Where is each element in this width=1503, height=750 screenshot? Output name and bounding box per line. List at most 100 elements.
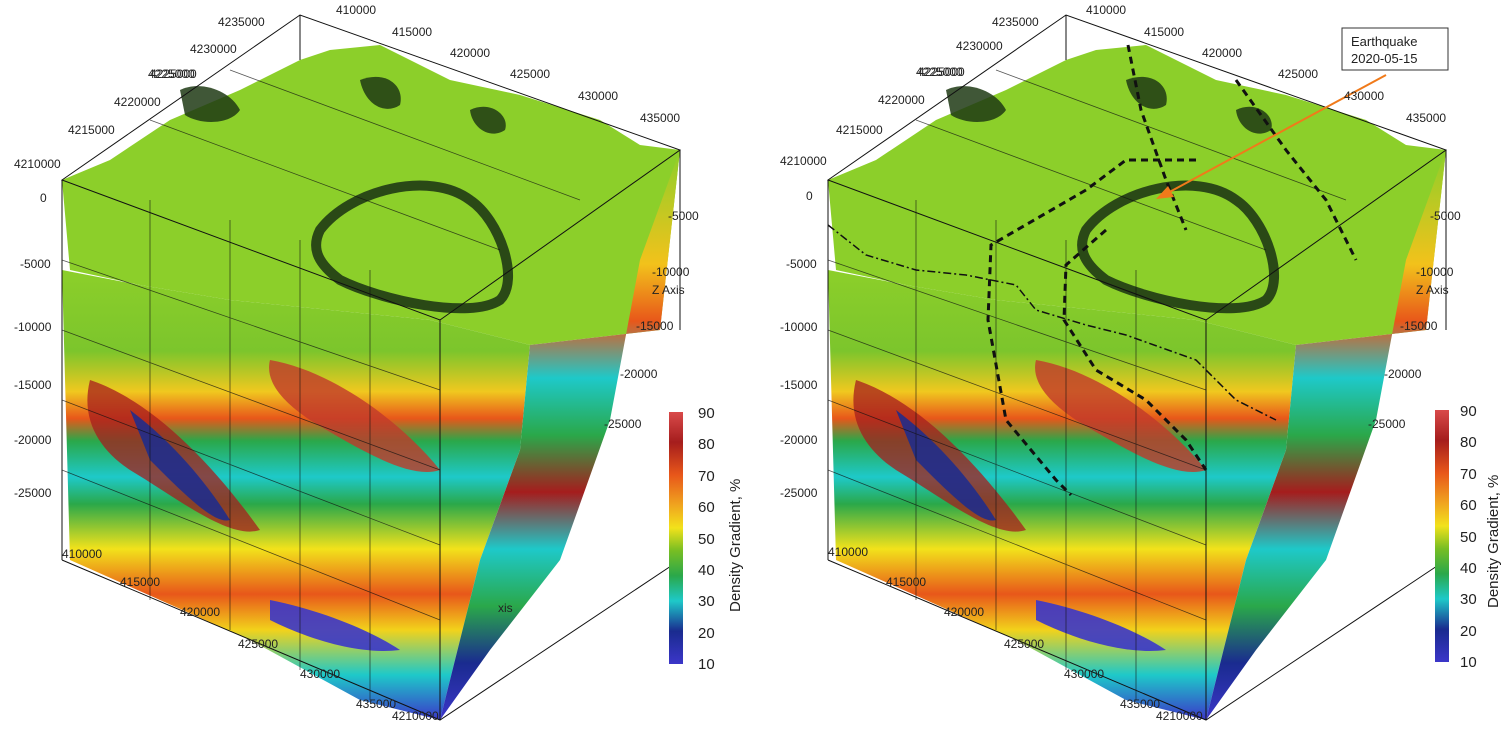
- anomaly-band: [1035, 360, 1206, 472]
- axis-labels: 4235000 4230000 4225000 4225000 4220000 …: [780, 3, 1461, 723]
- back-y-tick: 4225000: [918, 65, 965, 79]
- right-panel: Earthquake 2020-05-15 90 80 70 60 50 40 …: [780, 3, 1502, 723]
- bottom-x-tick: 435000: [1120, 697, 1160, 711]
- cb-tick: 10: [698, 656, 715, 673]
- axis-labels: 4235000 4230000 4225000 4225000 4220000 …: [14, 3, 699, 723]
- right-z-tick: -10000: [652, 265, 690, 279]
- back-y-tick: 4215000: [836, 123, 883, 137]
- x-axis-partial: xis: [498, 601, 513, 615]
- top-x-tick: 415000: [392, 25, 432, 39]
- back-y-tick: 4215000: [68, 123, 115, 137]
- anomaly-band: [130, 410, 230, 521]
- back-y-tick: 4230000: [956, 39, 1003, 53]
- annotation-box: [1341, 27, 1449, 71]
- cb-tick: 90: [1460, 403, 1477, 420]
- surface-rim: [470, 106, 506, 134]
- cb-tick: 80: [698, 436, 715, 453]
- back-y-tick: 4235000: [992, 15, 1039, 29]
- right-face: [440, 150, 680, 720]
- front-z-tick: 0: [806, 189, 813, 203]
- front-z-tick: -25000: [14, 486, 52, 500]
- bottom-x-tick: 420000: [944, 605, 984, 619]
- front-z-tick: -20000: [780, 433, 818, 447]
- right-z-tick: -25000: [604, 417, 642, 431]
- back-y-tick: 4220000: [878, 93, 925, 107]
- earthquake-annotation: Earthquake 2020-05-15: [1156, 27, 1449, 199]
- fault-line-dashed: [986, 158, 1196, 497]
- annotation-line2: 2020-05-15: [1351, 51, 1418, 66]
- anomaly-band: [896, 410, 996, 521]
- anomaly-band: [1036, 600, 1166, 651]
- back-y-tick: 4220000: [114, 95, 161, 109]
- bottom-x-tick: 415000: [120, 575, 160, 589]
- right-z-tick: -15000: [1400, 319, 1438, 333]
- colorbar-gradient: [1435, 410, 1449, 662]
- right-z-tick: -10000: [1416, 265, 1454, 279]
- surface-rim: [946, 86, 1006, 122]
- colorbar-title: Density Gradient, %: [1485, 475, 1502, 608]
- bottom-x-tick: 435000: [356, 697, 396, 711]
- cb-tick: 40: [698, 562, 715, 579]
- surface-rim: [180, 86, 240, 122]
- top-x-tick: 435000: [640, 111, 680, 125]
- back-y-tick: 4225000: [916, 65, 963, 79]
- z-axis-label: Z Axis: [1416, 283, 1449, 297]
- bottom-y-tick: 4210000: [392, 709, 439, 723]
- cb-tick: 30: [1460, 591, 1477, 608]
- bottom-x-tick: 430000: [1064, 667, 1104, 681]
- surface-rim: [1236, 106, 1272, 134]
- annotation-arrow: [1163, 74, 1387, 196]
- front-z-tick: -10000: [780, 320, 818, 334]
- front-z-tick: 0: [40, 191, 47, 205]
- bottom-x-tick: 415000: [886, 575, 926, 589]
- right-face: [1206, 150, 1446, 720]
- cb-tick: 20: [698, 625, 715, 642]
- fault-lines: [827, 44, 1358, 497]
- bottom-x-tick: 410000: [828, 545, 868, 559]
- cb-tick: 60: [698, 499, 715, 516]
- top-x-tick: 430000: [578, 89, 618, 103]
- fault-line-dashed: [1062, 228, 1208, 471]
- cb-tick: 50: [698, 531, 715, 548]
- cb-tick: 30: [698, 593, 715, 610]
- grid-lines: [61, 69, 581, 700]
- front-z-tick: -15000: [780, 378, 818, 392]
- bottom-x-tick: 410000: [62, 547, 102, 561]
- top-x-tick: 425000: [510, 67, 550, 81]
- colorbar-gradient: [669, 412, 683, 664]
- cb-tick: 40: [1460, 560, 1477, 577]
- right-z-tick: -5000: [1430, 209, 1461, 223]
- bottom-y-tick: 4210000: [1156, 709, 1203, 723]
- bounding-box: [826, 14, 1448, 721]
- bottom-x-tick: 425000: [238, 637, 278, 651]
- bounding-box: [60, 14, 682, 721]
- left-panel: 90 80 70 60 50 40 30 20 10 Density Gradi…: [14, 3, 744, 723]
- front-z-tick: -15000: [14, 378, 52, 392]
- top-x-tick: 420000: [450, 46, 490, 60]
- surface-rim: [311, 180, 513, 314]
- top-x-tick: 425000: [1278, 67, 1318, 81]
- front-z-tick: -10000: [14, 320, 52, 334]
- top-x-tick: 420000: [1202, 46, 1242, 60]
- cb-tick: 70: [1460, 466, 1477, 483]
- cb-tick: 20: [1460, 623, 1477, 640]
- right-z-tick: -20000: [1384, 367, 1422, 381]
- cb-tick: 60: [1460, 497, 1477, 514]
- back-y-tick: 4225000: [150, 67, 197, 81]
- colorbar: 90 80 70 60 50 40 30 20 10 Density Gradi…: [1435, 403, 1502, 671]
- cb-tick: 90: [698, 405, 715, 422]
- front-z-tick: -20000: [14, 433, 52, 447]
- top-x-tick: 415000: [1144, 25, 1184, 39]
- bottom-x-tick: 420000: [180, 605, 220, 619]
- annotation-arrowhead: [1156, 186, 1174, 199]
- annotation-line1: Earthquake: [1351, 34, 1418, 49]
- cb-tick: 70: [698, 468, 715, 485]
- back-y-tick: 4210000: [14, 157, 61, 171]
- right-z-tick: -15000: [636, 319, 674, 333]
- top-x-tick: 410000: [336, 3, 376, 17]
- front-z-tick: -25000: [780, 486, 818, 500]
- colorbar: 90 80 70 60 50 40 30 20 10 Density Gradi…: [669, 405, 744, 673]
- front-face: [828, 270, 1296, 720]
- front-face: [62, 270, 530, 720]
- bottom-x-tick: 425000: [1004, 637, 1044, 651]
